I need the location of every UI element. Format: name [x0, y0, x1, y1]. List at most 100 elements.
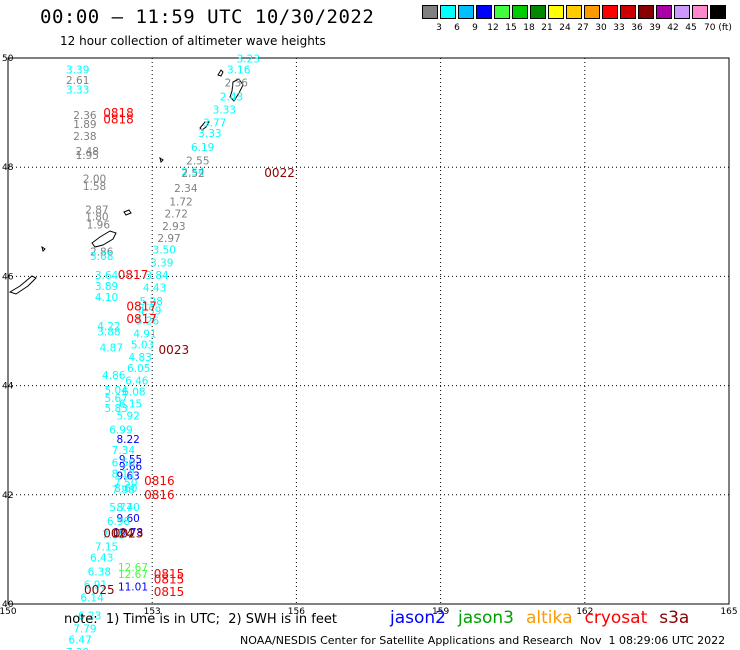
- satellite-legend: jason2 jason3 altika cryosat s3a: [390, 608, 701, 628]
- color-swatch: [512, 5, 528, 19]
- legend-entry-cryosat: cryosat: [584, 608, 648, 628]
- color-swatch: [422, 5, 438, 19]
- lat-tick-label: 42: [2, 491, 13, 501]
- wave-height-value: 7.98: [112, 485, 135, 497]
- wave-height-value: 2.97: [157, 233, 180, 245]
- wave-height-value: 5.03: [131, 339, 154, 351]
- wave-height-value: 4.87: [100, 343, 123, 355]
- wave-height-value: 3.68: [90, 251, 113, 263]
- wave-height-value: 1.89: [73, 119, 96, 131]
- wave-height-value: 5.92: [116, 410, 139, 422]
- axis-labels: 150 153 156 159 162 165 50 48 46 44 42 40: [0, 54, 738, 617]
- color-scale-tick: 30: [595, 23, 607, 33]
- coastline: [8, 69, 244, 295]
- wave-height-value: 5.77: [109, 502, 132, 514]
- wave-height-value: 8.40: [116, 502, 139, 514]
- color-scale-tick: 42: [667, 23, 679, 33]
- map-frame: [7, 57, 730, 605]
- wave-height-value: 3.77: [203, 117, 226, 129]
- credit-line: NOAA/NESDIS Center for Satellite Applica…: [240, 634, 574, 647]
- pass-time-label: 0818: [103, 106, 134, 120]
- wave-height-value: 3.33: [198, 128, 221, 140]
- color-swatch: [602, 5, 618, 19]
- wave-height-value: 1.58: [83, 181, 106, 193]
- wave-height-value: 1.95: [76, 150, 99, 162]
- wave-height-value: 7.50: [114, 478, 137, 490]
- wave-height-value: 2.55: [186, 155, 209, 167]
- wave-height-value: 5.28: [140, 296, 163, 308]
- color-scale-tick: 3: [436, 23, 442, 33]
- coast-island-8: [41, 245, 46, 252]
- wave-height-value: 2.87: [85, 205, 108, 217]
- coast-island-2: [229, 78, 244, 102]
- coast-island-1: [217, 69, 224, 77]
- wave-height-value: 4.59: [138, 306, 161, 318]
- lat-tick-label: 46: [2, 272, 14, 282]
- color-swatch: [548, 5, 564, 19]
- wave-height-value: 2.48: [76, 146, 99, 158]
- wave-height-value: 8.22: [116, 434, 139, 446]
- wave-height-value: 2.72: [165, 208, 188, 220]
- pass-time-label: 0023: [113, 526, 144, 540]
- pass-time-label: 0817: [126, 299, 157, 313]
- wave-height-value: 9.60: [116, 513, 139, 525]
- legend-entry-altika: altika: [526, 608, 573, 628]
- pass-time-label: 0025: [84, 583, 115, 597]
- color-swatch: [710, 5, 726, 19]
- wave-height-value: 4.91: [133, 329, 156, 341]
- wave-height-value: 1.72: [169, 196, 192, 208]
- pass-time-label: 0818: [103, 113, 134, 127]
- legend-entry-jason2: jason2: [390, 608, 446, 628]
- wave-height-value: 3.33: [66, 84, 89, 96]
- lon-tick-label: 159: [432, 607, 449, 617]
- wave-height-value: 7.34: [112, 445, 136, 457]
- wave-height-value: 4.43: [143, 283, 166, 295]
- generated-time: Nov 1 08:29:06 UTC 2022: [580, 634, 726, 647]
- pass-time-label: 0817: [126, 312, 157, 326]
- color-swatch: [494, 5, 510, 19]
- coast-island-4: [159, 156, 164, 163]
- wave-height-value: 6.19: [191, 142, 214, 154]
- wave-height-value: 6.56: [112, 457, 136, 469]
- wave-height-value: 3.39: [66, 64, 89, 76]
- wave-height-value: 6.15: [119, 398, 142, 410]
- color-swatch: [638, 5, 654, 19]
- color-scale-tick: 27: [577, 23, 589, 33]
- legend-entry-s3a: s3a: [659, 608, 690, 628]
- color-scale-tick: 70 (ft): [704, 23, 732, 33]
- wave-height-value: 12.67: [118, 562, 148, 574]
- pass-time-labels: 0022081808180817081708170023081608160024…: [84, 106, 295, 599]
- wave-height-value: 9.55: [119, 454, 142, 466]
- color-swatch: [530, 5, 546, 19]
- map-grid: [7, 57, 730, 605]
- wave-height-value: 6.91: [84, 580, 107, 592]
- coast-island-3: [199, 121, 210, 131]
- lat-tick-label: 48: [2, 163, 14, 173]
- wave-height-value: 1.96: [87, 219, 111, 231]
- coast-island-7: [8, 275, 37, 295]
- coast-island-6: [91, 230, 117, 248]
- color-swatch: [620, 5, 636, 19]
- color-scale-tick: 45: [685, 23, 697, 33]
- wave-height-value: 6.38: [88, 567, 111, 579]
- wave-height-value: 2.52: [181, 168, 204, 180]
- color-scale-tick: 15: [505, 23, 517, 33]
- pass-time-label: 0816: [144, 474, 175, 488]
- wave-height-value: 10.78: [113, 527, 143, 539]
- wave-height-value: 7.55: [102, 529, 125, 541]
- lon-tick-label: 150: [0, 607, 17, 617]
- wave-height-value: 6.14: [80, 592, 104, 604]
- wave-height-value: 2.36: [225, 77, 249, 89]
- color-swatch: [584, 5, 600, 19]
- lat-tick-label: 40: [2, 600, 14, 610]
- color-swatch: [458, 5, 474, 19]
- wave-height-value: 3.16: [227, 64, 251, 76]
- wave-height-value: 6.43: [90, 552, 113, 564]
- color-scale-tick: 6: [454, 23, 460, 33]
- color-scale-tick: 12: [487, 23, 499, 33]
- wave-height-value: 2.93: [162, 221, 185, 233]
- wave-height-value: 5.67: [104, 393, 127, 405]
- pass-time-label: 0023: [159, 343, 190, 357]
- wave-height-value: 3.39: [150, 258, 173, 270]
- wave-height-value: 2.36: [73, 110, 97, 122]
